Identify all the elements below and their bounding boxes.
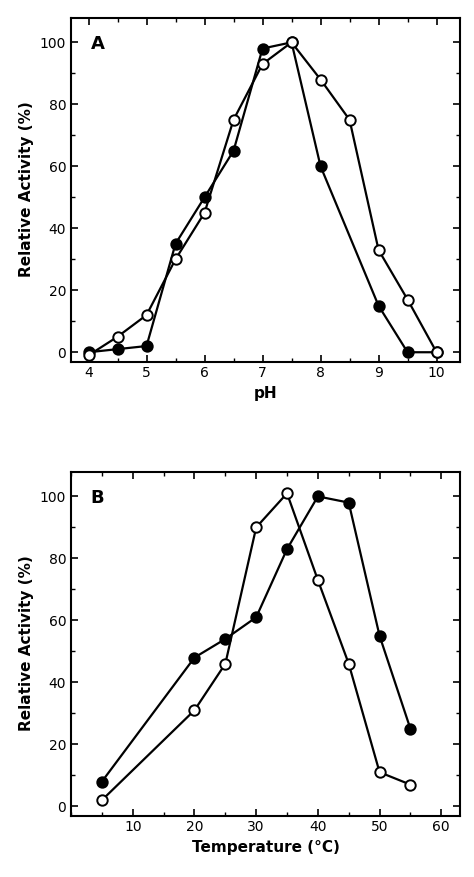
X-axis label: Temperature (°C): Temperature (°C) <box>191 840 339 855</box>
Y-axis label: Relative Activity (%): Relative Activity (%) <box>19 102 34 277</box>
X-axis label: pH: pH <box>254 386 277 401</box>
Text: A: A <box>91 35 104 53</box>
Y-axis label: Relative Activity (%): Relative Activity (%) <box>19 556 34 731</box>
Text: B: B <box>91 488 104 507</box>
